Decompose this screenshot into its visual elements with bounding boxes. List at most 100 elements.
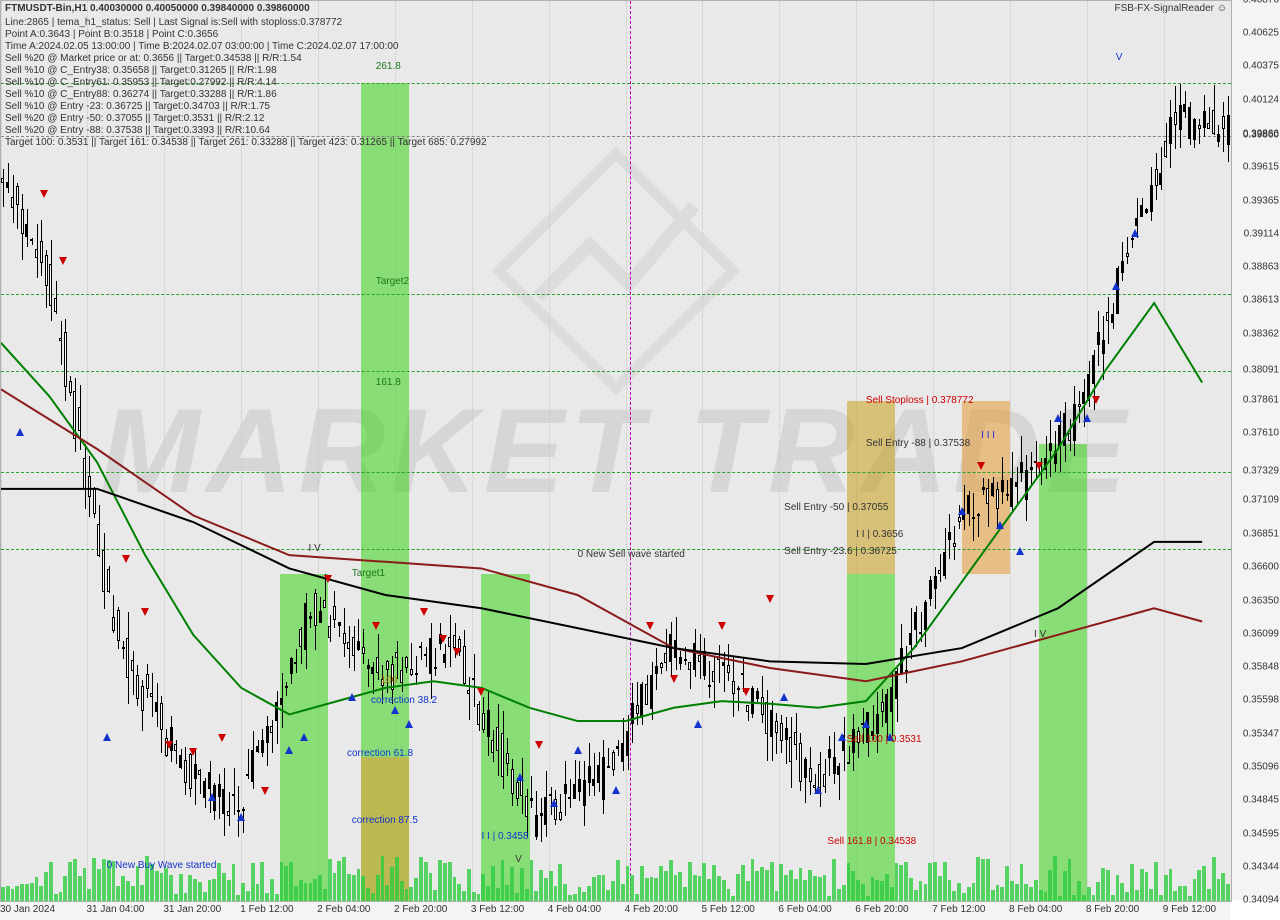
signal-arrow — [141, 608, 149, 616]
volume-bar — [347, 874, 351, 901]
candle-wick — [1132, 235, 1133, 247]
volume-bar — [323, 889, 327, 901]
horizontal-line — [1, 371, 1231, 372]
volume-bar — [909, 878, 913, 901]
signal-arrow — [780, 693, 788, 701]
candle-body — [1102, 340, 1105, 354]
horizontal-line — [1, 294, 1231, 295]
volume-bar — [35, 877, 39, 901]
signal-arrow — [237, 813, 245, 821]
candle-body — [410, 669, 413, 675]
volume-bar — [371, 893, 375, 901]
volume-bar — [270, 879, 274, 901]
volume-bar — [1053, 856, 1057, 901]
volume-bar — [203, 892, 207, 901]
chart-label: Sell Stoploss | 0.378772 — [866, 395, 974, 406]
signal-arrow — [742, 688, 750, 696]
candle-body — [160, 703, 163, 730]
candle-body — [943, 552, 946, 576]
volume-bar — [429, 873, 433, 901]
candle-body — [434, 667, 437, 670]
candle-body — [1025, 470, 1028, 500]
candle-body — [1174, 112, 1177, 125]
volume-bar — [78, 876, 82, 901]
x-axis: 30 Jan 202431 Jan 04:0031 Jan 20:001 Feb… — [0, 901, 1230, 920]
signal-arrow — [1131, 229, 1139, 237]
candle-wick — [728, 644, 729, 681]
volume-bar — [957, 883, 961, 901]
signal-arrow — [40, 190, 48, 198]
candle-body — [1030, 467, 1033, 471]
candle-wick — [940, 554, 941, 582]
volume-bar — [621, 884, 625, 901]
volume-bar — [453, 877, 457, 901]
candle-body — [1227, 115, 1230, 145]
candle-body — [1020, 462, 1023, 473]
volume-bar — [505, 885, 509, 901]
volume-bar — [698, 876, 702, 901]
candle-wick — [724, 652, 725, 692]
candle-body — [516, 782, 519, 799]
volume-bar — [337, 861, 341, 901]
volume-bar — [280, 862, 284, 901]
chart-label: I I I — [981, 430, 995, 441]
candle-body — [304, 603, 307, 650]
y-tick: 0.35598 — [1243, 695, 1279, 706]
candle-body — [107, 569, 110, 592]
volume-bar — [73, 859, 77, 901]
volume-bar — [496, 888, 500, 901]
candle-body — [174, 744, 177, 751]
candle-body — [1150, 185, 1153, 212]
volume-bar — [717, 876, 721, 901]
volume-bar — [630, 875, 634, 901]
candle-body — [1121, 261, 1124, 272]
volume-bar — [102, 859, 106, 901]
candle-body — [88, 476, 91, 497]
volume-bar — [871, 877, 875, 901]
candle-body — [1078, 404, 1081, 407]
volume-bar — [1077, 881, 1081, 901]
volume-bar — [462, 891, 466, 901]
candle-wick — [1036, 441, 1037, 478]
volume-bar — [304, 883, 308, 901]
volume-bar — [635, 894, 639, 901]
info-line: Time A:2024.02.05 13:00:00 | Time B:2024… — [5, 41, 398, 52]
volume-bar — [1125, 892, 1129, 901]
signal-arrow — [862, 720, 870, 728]
volume-bar — [626, 866, 630, 901]
price-chart[interactable]: MARKET TRADE FSB-FX-SignalReader ☺ 0.402… — [0, 0, 1232, 902]
volume-bar — [1135, 890, 1139, 901]
candle-body — [833, 757, 836, 775]
candle-body — [837, 766, 840, 775]
candle-body — [621, 743, 624, 762]
candle-body — [698, 655, 701, 662]
candle-body — [847, 762, 850, 764]
volume-bar — [1005, 866, 1009, 901]
candle-body — [270, 726, 273, 733]
volume-bar — [832, 859, 836, 901]
x-tick: 31 Jan 20:00 — [163, 904, 221, 915]
chart-label: I V — [1034, 629, 1046, 640]
volume-bar — [539, 870, 543, 901]
candle-wick — [849, 746, 850, 764]
volume-bar — [486, 886, 490, 901]
volume-bar — [582, 892, 586, 901]
signal-arrow — [391, 706, 399, 714]
chart-label: Sell Entry -88 | 0.37538 — [866, 438, 970, 449]
candle-body — [49, 264, 52, 306]
signal-arrow — [300, 733, 308, 741]
volume-bar — [616, 860, 620, 901]
x-tick: 6 Feb 04:00 — [778, 904, 831, 915]
candle-body — [1145, 209, 1148, 213]
candle-body — [631, 703, 634, 724]
signal-arrow — [261, 787, 269, 795]
candle-body — [491, 740, 494, 753]
candle-body — [1198, 125, 1201, 129]
candle-body — [1131, 238, 1134, 240]
signal-arrow — [189, 748, 197, 756]
volume-bar — [602, 875, 606, 901]
signal-arrow — [405, 720, 413, 728]
candle-body — [982, 487, 985, 490]
candle-body — [194, 764, 197, 779]
candle-body — [1058, 425, 1061, 447]
